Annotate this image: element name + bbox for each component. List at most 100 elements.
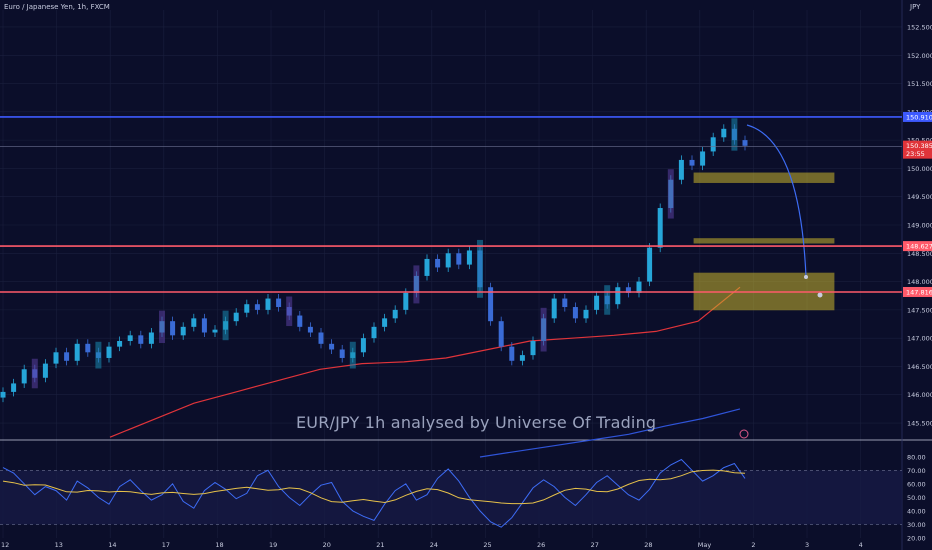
price-tag-box	[903, 148, 932, 159]
candle-body	[318, 332, 324, 344]
candle-body	[360, 338, 366, 353]
price-tick-label: 152.000	[907, 52, 932, 60]
candle-body	[180, 326, 186, 336]
candle-body	[498, 321, 504, 347]
price-tick-label: 147.000	[907, 335, 932, 343]
candle-body	[276, 298, 282, 308]
highlight-bar	[540, 307, 547, 352]
time-tick-label: 27	[591, 541, 599, 549]
time-tick-label: 3	[805, 541, 809, 549]
price-tick-label: 150.500	[907, 137, 932, 145]
supply-demand-zone	[693, 238, 835, 244]
price-tick-label: 149.500	[907, 193, 932, 201]
candle-body	[551, 298, 557, 319]
time-tick-label: 26	[537, 541, 545, 549]
time-tick-label: 18	[215, 541, 223, 549]
rsi-tick-label: 80.00	[907, 453, 926, 461]
candle-body	[583, 309, 589, 319]
rsi-tick-label: 50.00	[907, 494, 926, 502]
candle-body	[530, 340, 536, 356]
highlight-bar	[477, 239, 483, 298]
rsi-band	[0, 470, 902, 525]
candle-body	[636, 281, 642, 293]
rsi-tick-label: 20.00	[907, 535, 926, 543]
candle-body	[657, 208, 663, 248]
price-tick-label: 148.000	[907, 278, 932, 286]
time-tick-label: 20	[323, 541, 331, 549]
candle-body	[721, 128, 727, 138]
projection-end-point	[804, 275, 808, 279]
candle-body	[392, 309, 398, 319]
rsi-signal-line	[2, 469, 746, 505]
time-tick-label: 28	[644, 541, 652, 549]
price-tag-box	[903, 286, 932, 297]
time-tick-label: 2	[751, 541, 755, 549]
highlight-bar	[413, 265, 420, 304]
candle-body	[42, 363, 48, 378]
symbol-header: Euro / Japanese Yen, 1h, FXCM	[4, 3, 110, 11]
time-tick-label: 24	[430, 541, 438, 549]
moving-average-line	[479, 408, 741, 458]
candle-body	[254, 304, 260, 310]
candle-body	[64, 352, 70, 361]
candle-body	[509, 346, 515, 361]
price-tick-label: 151.500	[907, 80, 932, 88]
time-tick-label: 21	[376, 541, 384, 549]
time-tick-label: May	[698, 541, 712, 549]
candle-body	[435, 258, 441, 268]
candle-body	[700, 151, 706, 166]
candle-body	[456, 253, 462, 265]
candle-body	[191, 318, 197, 327]
candle-body	[212, 329, 218, 333]
price-tag-label: 150.910	[906, 113, 932, 121]
highlight-bar	[667, 169, 674, 219]
candle-body	[371, 326, 377, 339]
price-tick-label: 149.000	[907, 222, 932, 230]
candle-body	[201, 318, 207, 333]
highlight-bar	[222, 310, 229, 341]
candle-body	[170, 321, 176, 336]
price-tag-box	[903, 241, 932, 252]
highlight-bar	[95, 341, 102, 369]
price-tick-label: 146.000	[907, 391, 932, 399]
candle-body	[647, 247, 653, 282]
candle-body	[403, 292, 409, 310]
price-tick-label: 145.500	[907, 420, 932, 428]
candle-body	[424, 258, 430, 276]
candle-body	[106, 346, 112, 358]
highlight-bar	[159, 310, 165, 344]
highlight-bar	[31, 358, 38, 389]
candle-body	[678, 159, 684, 180]
moving-average-line	[109, 286, 741, 438]
time-tick-label: 25	[483, 541, 491, 549]
candle-body	[382, 318, 388, 327]
candle-body	[710, 137, 716, 152]
candle-body	[233, 312, 239, 322]
candle-body	[615, 287, 621, 305]
rsi-line	[2, 458, 746, 528]
time-tick-label: 4	[859, 541, 863, 549]
price-tick-label: 147.500	[907, 306, 932, 314]
candle-body	[0, 391, 6, 398]
time-tick-label: 13	[55, 541, 63, 549]
price-tag-label: 150.385	[906, 142, 932, 150]
price-tick-label: 150.000	[907, 165, 932, 173]
candle-body	[138, 335, 144, 344]
candle-body	[21, 369, 27, 384]
candle-body	[127, 335, 133, 341]
rsi-tick-label: 30.00	[907, 521, 926, 529]
candle-body	[117, 340, 123, 347]
target-point	[817, 292, 823, 298]
candle-body	[244, 304, 250, 313]
price-tick-label: 146.500	[907, 363, 932, 371]
candle-body	[339, 349, 345, 358]
rsi-tick-label: 60.00	[907, 480, 926, 488]
candle-body	[572, 307, 578, 319]
price-tag-label: 147.816	[906, 288, 932, 296]
candle-body	[445, 253, 451, 268]
time-tick-label: 14	[108, 541, 116, 549]
candle-body	[594, 295, 600, 310]
price-tag-box	[903, 111, 932, 122]
